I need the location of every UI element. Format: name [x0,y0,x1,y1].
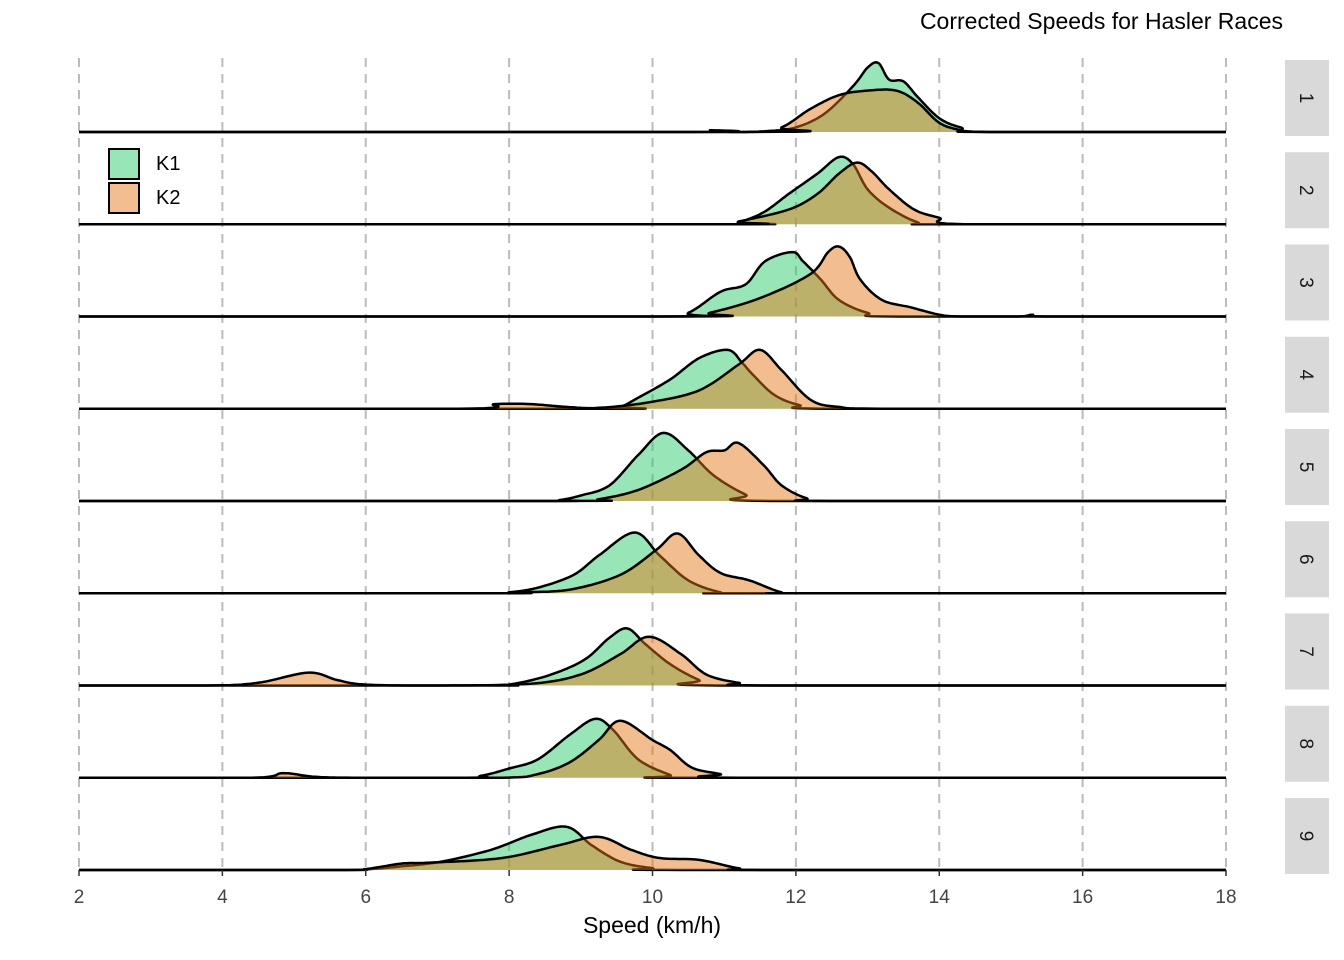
x-tick-label: 6 [360,887,371,908]
density-line-k2 [79,88,1226,134]
x-tick-label: 10 [642,887,663,908]
facet-7 [79,627,1226,687]
density-area-k2 [79,442,1226,501]
facet-strip [1285,798,1329,874]
density-area-k2 [79,720,1226,778]
legend-key-k1 [108,148,140,180]
facet-strip [1285,521,1329,598]
facet-9 [79,825,1226,872]
density-line-k2 [79,161,1226,226]
density-line-k2 [79,245,1226,318]
x-tick-label: 8 [504,887,515,908]
density-line-k2 [79,532,1226,595]
density-area-k2 [79,533,1226,594]
facet-strip-label: 1 [1295,93,1316,104]
density-line-k2 [79,719,1226,780]
density-area-k2 [79,636,1226,686]
density-area-k2 [79,836,1226,870]
facet-6 [79,531,1226,595]
facet-1 [79,61,1226,134]
facet-8 [79,717,1226,780]
facet-strip-label: 6 [1295,554,1316,565]
density-area-k1 [79,532,1226,594]
legend-item-k1: K1 [108,147,180,181]
facet-5 [79,431,1226,503]
density-area-k1 [79,628,1226,686]
density-ridges [79,61,1226,872]
x-tick-label: 4 [217,887,228,908]
facet-strip-label: 2 [1295,185,1316,196]
facet-4 [79,348,1226,411]
x-tick-label: 12 [785,887,806,908]
x-axis-label: Speed (km/h) [582,912,722,938]
density-area-k1 [79,432,1226,501]
facet-strip [1285,429,1329,505]
x-tick-label: 18 [1215,887,1236,908]
facet-3 [79,245,1226,318]
density-line-k2 [79,635,1226,687]
density-line-k2 [79,835,1226,872]
density-line-k2 [79,348,1226,411]
legend-label-k1: K1 [156,152,181,175]
legend-label-k2: K2 [156,186,181,209]
gridlines [78,58,1227,870]
legend-key-k2 [108,182,140,214]
density-line-k2 [79,441,1226,503]
facet-strip [1285,60,1329,136]
facet-strip [1285,244,1329,321]
chart-title: Corrected Speeds for Hasler Races [919,8,1283,34]
x-axis: 2 4 6 8 10 12 14 16 18 [74,870,1237,908]
x-tick-label: 2 [74,887,85,908]
legend: K1 K2 [108,147,180,215]
facet-strip-label: 9 [1295,831,1316,842]
x-tick-label: 16 [1072,887,1093,908]
facet-strip-label: 8 [1295,738,1316,749]
facet-strips: 1 2 3 4 5 6 7 8 9 [1285,60,1329,874]
facet-strip [1285,613,1329,690]
facet-strip-label: 4 [1295,369,1316,380]
density-line-k1 [79,250,1226,318]
facet-strip [1285,336,1329,413]
facet-strip [1285,705,1329,782]
facet-strip-label: 3 [1295,277,1316,288]
facet-strip-label: 5 [1295,462,1316,473]
density-area-k1 [79,349,1226,409]
facet-2 [79,155,1226,226]
legend-item-k2: K2 [108,181,180,215]
facet-strip-label: 7 [1295,646,1316,657]
facet-strip [1285,152,1329,229]
x-tick-label: 14 [929,887,951,908]
